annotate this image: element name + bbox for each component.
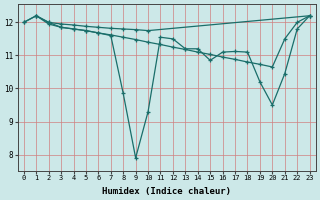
X-axis label: Humidex (Indice chaleur): Humidex (Indice chaleur) <box>102 187 231 196</box>
